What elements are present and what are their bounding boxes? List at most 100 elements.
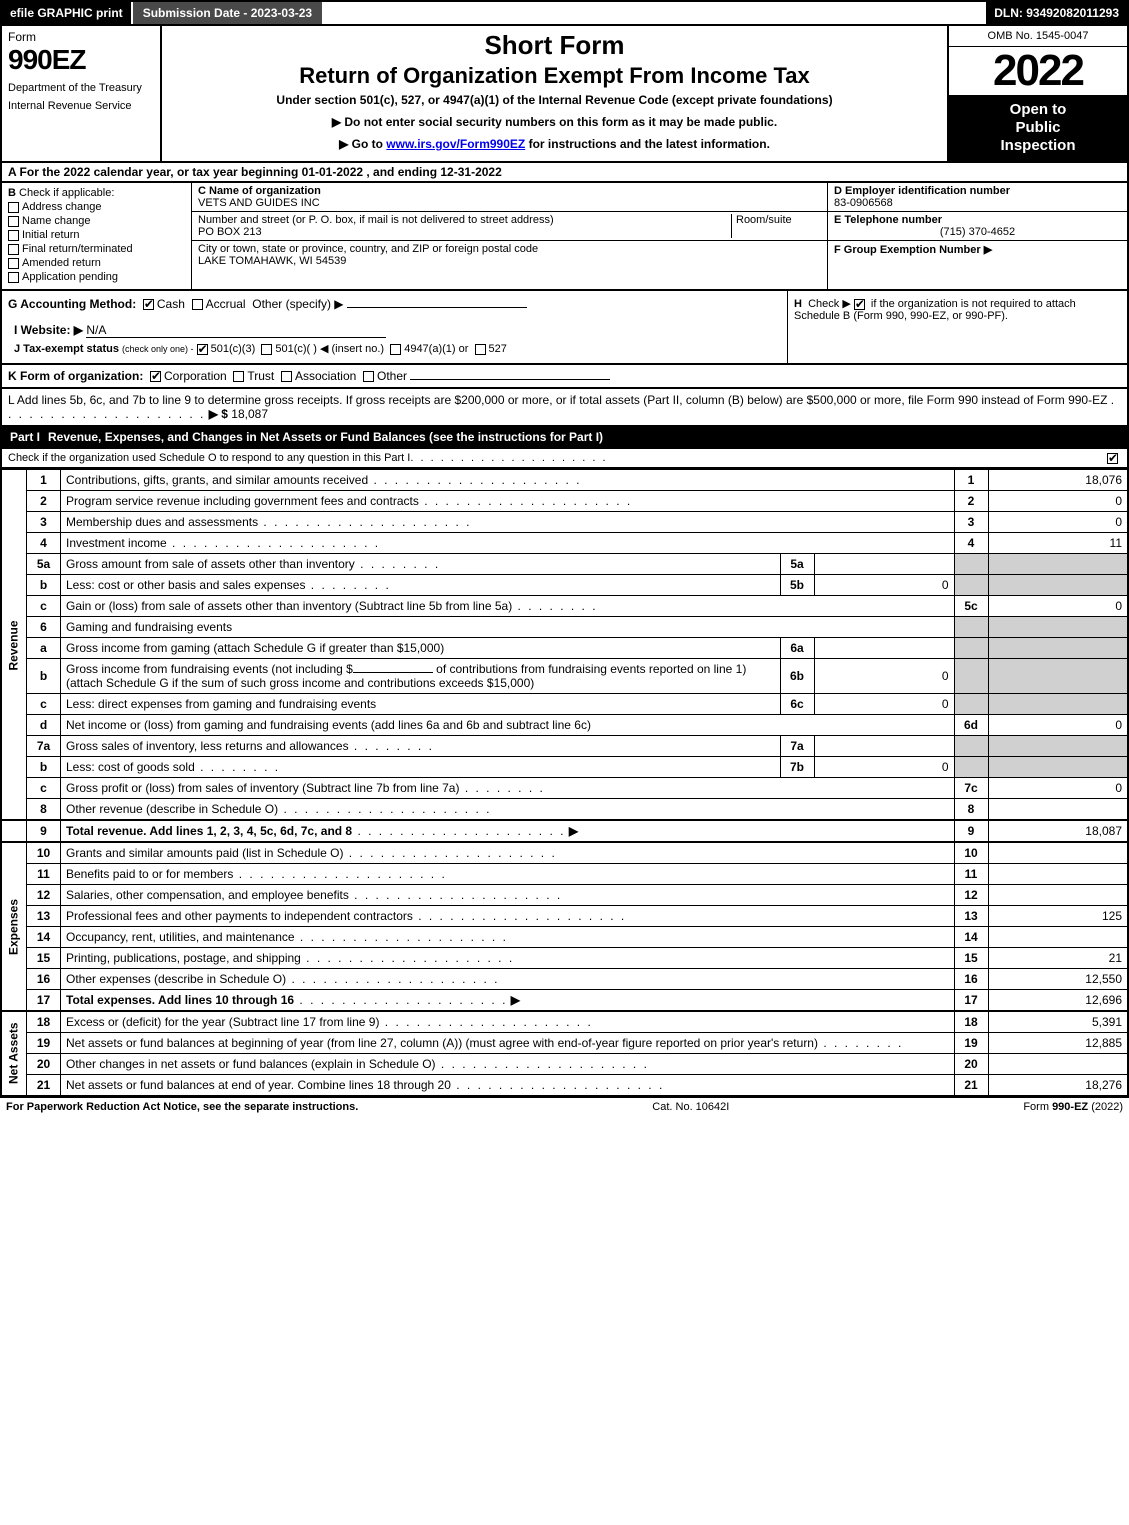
l-text: L Add lines 5b, 6c, and 7b to line 9 to … [8,393,1107,407]
line-20: 20 Other changes in net assets or fund b… [1,1054,1128,1075]
accounting-method: G Accounting Method: Cash Accrual Other … [8,297,781,311]
directive-link: ▶ Go to www.irs.gov/Form990EZ for instru… [170,137,939,151]
chk-accrual[interactable] [192,299,203,310]
return-title: Return of Organization Exempt From Incom… [170,63,939,89]
open-line2: Public [953,119,1123,137]
chk-h[interactable] [854,299,865,310]
chk-final-return[interactable]: Final return/terminated [8,243,185,255]
dln: DLN: 93492082011293 [986,2,1127,24]
vlabel-expenses: Expenses [1,842,27,1011]
row-g-h: G Accounting Method: Cash Accrual Other … [0,291,1129,365]
line-11: 11 Benefits paid to or for members 11 [1,864,1128,885]
line-17: 17 Total expenses. Add lines 10 through … [1,990,1128,1012]
footer-left: For Paperwork Reduction Act Notice, see … [6,1101,358,1113]
org-name: VETS AND GUIDES INC [198,197,321,209]
footer: For Paperwork Reduction Act Notice, see … [0,1097,1129,1116]
line-7c: c Gross profit or (loss) from sales of i… [1,778,1128,799]
form-word: Form [8,30,154,44]
chk-address-change[interactable]: Address change [8,201,185,213]
line-table: Revenue 1 Contributions, gifts, grants, … [0,469,1129,1097]
line-13: 13 Professional fees and other payments … [1,906,1128,927]
chk-501c3[interactable] [197,344,208,355]
footer-mid: Cat. No. 10642I [358,1101,1023,1113]
info-grid: B Check if applicable: Address change Na… [0,183,1129,291]
row-j: J Tax-exempt status (check only one) - 5… [8,340,781,357]
org-name-row: C Name of organization VETS AND GUIDES I… [192,183,827,212]
chk-other-org[interactable] [363,371,374,382]
i-label: I Website: ▶ [14,323,83,337]
h-text1: Check ▶ [808,298,851,310]
open-line1: Open to [953,101,1123,119]
row-h: H Check ▶ if the organization is not req… [787,291,1127,363]
j-note: (check only one) - [122,344,194,354]
chk-trust[interactable] [233,371,244,382]
directive-pre: ▶ Go to [339,137,386,151]
chk-4947[interactable] [390,344,401,355]
l-val: 18,087 [231,407,268,421]
b-check-label: Check if applicable: [19,187,114,199]
tax-year: 2022 [949,47,1127,95]
dept-treasury: Department of the Treasury [8,82,154,94]
city-label: City or town, state or province, country… [198,243,538,255]
k-label: K Form of organization: [8,369,143,383]
line-5c: c Gain or (loss) from sale of assets oth… [1,596,1128,617]
street: PO BOX 213 [198,226,731,238]
omb-number: OMB No. 1545-0047 [949,26,1127,47]
line-15: 15 Printing, publications, postage, and … [1,948,1128,969]
line-19: 19 Net assets or fund balances at beginn… [1,1033,1128,1054]
group-row: F Group Exemption Number ▶ [828,241,1127,258]
line-6c: c Less: direct expenses from gaming and … [1,694,1128,715]
part1-title: Revenue, Expenses, and Changes in Net As… [48,430,603,444]
line-6d: d Net income or (loss) from gaming and f… [1,715,1128,736]
chk-cash[interactable] [143,299,154,310]
line-3: 3 Membership dues and assessments 3 0 [1,512,1128,533]
line-2: 2 Program service revenue including gove… [1,491,1128,512]
directive-post: for instructions and the latest informat… [525,137,770,151]
street-row: Number and street (or P. O. box, if mail… [192,212,827,241]
footer-right: Form 990-EZ (2022) [1023,1101,1123,1113]
line-4: 4 Investment income 4 11 [1,533,1128,554]
chk-corporation[interactable] [150,371,161,382]
part1-label: Part I [10,430,40,444]
ein: 83-0906568 [834,197,1121,209]
chk-initial-return[interactable]: Initial return [8,229,185,241]
line-6a: a Gross income from gaming (attach Sched… [1,638,1128,659]
header-left: Form 990EZ Department of the Treasury In… [2,26,162,161]
chk-name-change[interactable]: Name change [8,215,185,227]
g-label: G Accounting Method: [8,297,136,311]
line-16: 16 Other expenses (describe in Schedule … [1,969,1128,990]
line-6: 6 Gaming and fundraising events [1,617,1128,638]
street-label: Number and street (or P. O. box, if mail… [198,214,731,226]
col-c: C Name of organization VETS AND GUIDES I… [192,183,827,289]
h-label: H [794,298,802,310]
ein-row: D Employer identification number 83-0906… [828,183,1127,212]
chk-527[interactable] [475,344,486,355]
part1-check-text: Check if the organization used Schedule … [8,452,410,464]
b-label: B [8,187,16,199]
part1-check: Check if the organization used Schedule … [0,449,1129,469]
line-7b: b Less: cost of goods sold 7b 0 [1,757,1128,778]
group-label: F Group Exemption Number ▶ [834,243,1121,256]
line-10: Expenses 10 Grants and similar amounts p… [1,842,1128,864]
row-l: L Add lines 5b, 6c, and 7b to line 9 to … [0,389,1129,427]
line-5b: b Less: cost or other basis and sales ex… [1,575,1128,596]
line-14: 14 Occupancy, rent, utilities, and maint… [1,927,1128,948]
line-8: 8 Other revenue (describe in Schedule O)… [1,799,1128,821]
efile-label[interactable]: efile GRAPHIC print [2,2,131,24]
chk-part1-schedule-o[interactable] [1107,453,1118,464]
chk-501c[interactable] [261,344,272,355]
row-g-left: G Accounting Method: Cash Accrual Other … [2,291,787,363]
phone-label: E Telephone number [834,214,1121,226]
chk-amended-return[interactable]: Amended return [8,257,185,269]
chk-application-pending[interactable]: Application pending [8,271,185,283]
open-line3: Inspection [953,137,1123,155]
line-12: 12 Salaries, other compensation, and emp… [1,885,1128,906]
line-6b: b Gross income from fundraising events (… [1,659,1128,694]
city-row: City or town, state or province, country… [192,241,827,269]
row-i: I Website: ▶ N/A [8,321,781,340]
dept-irs: Internal Revenue Service [8,100,154,112]
chk-association[interactable] [281,371,292,382]
ein-label: D Employer identification number [834,185,1121,197]
irs-link[interactable]: www.irs.gov/Form990EZ [386,137,525,151]
city: LAKE TOMAHAWK, WI 54539 [198,255,538,267]
